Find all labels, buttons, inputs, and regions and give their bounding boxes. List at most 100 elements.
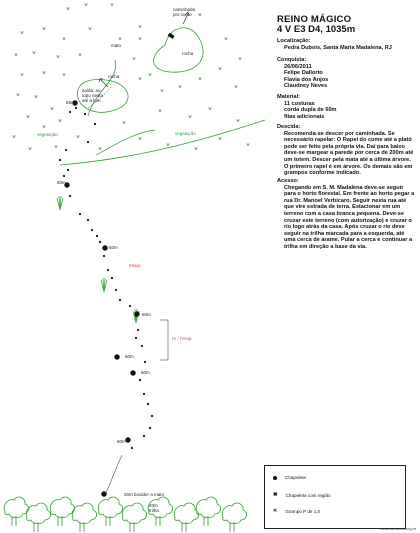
grass-tuft (198, 13, 202, 17)
grass-tuft (76, 135, 80, 139)
grass-tuft (54, 145, 58, 149)
label-55m: 55m (66, 100, 75, 105)
summit-marker (167, 32, 175, 39)
grass-tuft (34, 95, 38, 99)
route-topo: caminhada pro cume rocha mato rocha saíd… (3, 3, 266, 532)
section-localizacao: Localização: Pedra Dubois, Santa Maria M… (277, 38, 392, 51)
bolt-mark (95, 234, 99, 238)
route-top-line (87, 85, 113, 109)
plant-tuft (56, 195, 64, 211)
bolt-mark (62, 174, 66, 178)
grass-tuft (20, 31, 24, 35)
grass-tuft (138, 137, 142, 141)
grass-tuft (178, 85, 182, 89)
legend-grampo: ✕ Grampo P de 1,0 (273, 508, 321, 514)
route-description: REINO MÁGICO 4 V E3 D4, 1035m Localizaçã… (272, 0, 418, 533)
bolt-mark (138, 378, 142, 382)
route-grade: 4 V E3 D4, 1035m (277, 24, 356, 35)
belay-station (72, 100, 78, 106)
label-caminhada: caminhada pro cume (173, 7, 196, 17)
bolt-mark (86, 140, 90, 144)
bolt-mark (146, 402, 150, 406)
legend: Chapeleta ✖ Chapeleta com região ✕ Gramp… (264, 465, 406, 529)
piton-icon: ✕ (273, 508, 278, 514)
bolt-icon (273, 475, 277, 480)
grass-tuft (218, 137, 222, 141)
bolt-mark (136, 328, 140, 332)
grass-tuft (246, 143, 250, 147)
plant-tuft (100, 277, 108, 293)
tree-icon (97, 496, 123, 526)
grass-tuft (236, 119, 240, 123)
bolt-mark (68, 194, 72, 198)
bolt-mark (134, 336, 138, 340)
grass-tuft (88, 27, 92, 31)
tree-icon (3, 496, 29, 526)
section-material: Material: 11 costuras corda dupla de 60m… (277, 94, 337, 120)
grass-tuft (224, 37, 228, 41)
topo-drawing (3, 3, 266, 532)
bolt-mark (66, 168, 70, 172)
belays-layer (64, 100, 140, 497)
bolt-mark (142, 434, 146, 438)
base-slope (103, 454, 123, 498)
grass-tuft (122, 121, 126, 125)
grass-tuft (198, 77, 202, 81)
cliff-edge (59, 119, 266, 166)
route-title: REINO MÁGICO (277, 14, 352, 25)
label-60m-e: 60m (141, 370, 150, 375)
bolt-mark (93, 122, 97, 126)
bolt-mark (143, 360, 147, 364)
grass-tuft (160, 89, 164, 93)
section-acesso: Acesso: Chegando em S. M. Madalena deve-… (277, 178, 415, 250)
label-60m-d: 60m (125, 354, 134, 359)
grass-tuft (166, 143, 170, 147)
tree-icon (71, 502, 97, 532)
ledge-line (87, 59, 117, 117)
bolt-mark (130, 446, 134, 450)
site-credit: www.carbonos.org.br (380, 527, 416, 531)
legend-chapeleta-regiao: ✖ Chapeleta com região (273, 492, 331, 498)
label-60m-a: 60m (57, 180, 66, 185)
tree-icon (147, 496, 173, 526)
tree-icon (49, 496, 75, 526)
grass-tuft (16, 93, 20, 97)
label-base: 20m boulder a mato (124, 492, 165, 497)
grass-tuft (118, 37, 122, 41)
tree-icon (121, 502, 147, 532)
belay-station (114, 354, 120, 360)
label-rocha-top: rocha (182, 51, 194, 56)
tree-icon (221, 502, 247, 532)
grass-tuft (138, 77, 142, 81)
bolt-mark (83, 112, 87, 116)
bolt-region-icon: ✖ (273, 492, 278, 498)
grass-tuft (98, 147, 102, 151)
label-vegetacao-right: vegetação (175, 131, 196, 136)
grass-tuft (58, 119, 62, 123)
grass-tuft (84, 3, 88, 7)
label-vegetacao-left: vegetação (37, 132, 58, 137)
vegetation-layer (12, 3, 250, 324)
bolt-mark (98, 240, 102, 244)
label-rocha-mid: rocha (108, 74, 120, 79)
tree-icon (25, 502, 51, 532)
bolt-mark (64, 148, 68, 152)
label-trilha: 40m trilha (149, 503, 159, 513)
section-conquista: Conquista: 26/06/2011 Felipe Dallorto Fl… (277, 57, 329, 90)
label-60m-f: 60m (117, 439, 126, 444)
grass-tuft (42, 125, 46, 129)
grass-tuft (28, 147, 32, 151)
belay-station (64, 182, 70, 188)
belay-station (125, 437, 131, 443)
grass-tuft (132, 57, 136, 61)
grass-tuft (188, 115, 192, 119)
grass-tuft (20, 73, 24, 77)
grass-tuft (14, 53, 18, 57)
grass-tuft (62, 73, 66, 77)
bolt-mark (86, 218, 90, 222)
grass-tuft (78, 53, 82, 57)
grass-tuft (138, 25, 142, 29)
bolt-mark (142, 392, 146, 396)
grass-tuft (62, 37, 66, 41)
bolt-mark (74, 106, 78, 110)
